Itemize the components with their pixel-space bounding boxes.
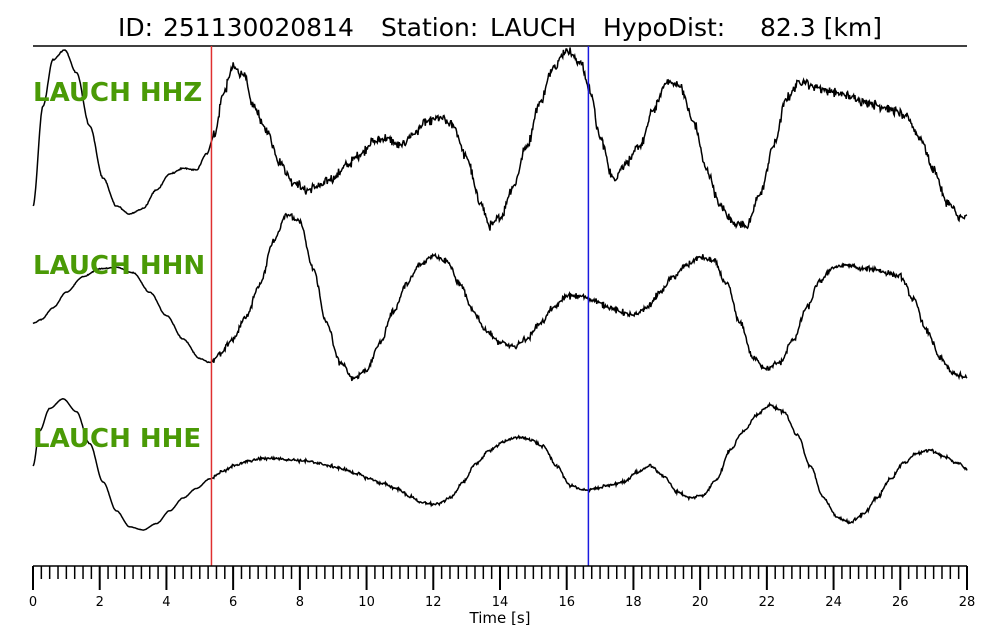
tick-label: 26 xyxy=(892,595,909,610)
title-hypodist-label: HypoDist: xyxy=(603,13,725,42)
tick-label: 16 xyxy=(558,595,575,610)
tick-label: 10 xyxy=(358,595,375,610)
tick-label: 0 xyxy=(29,595,37,610)
tick-label: 6 xyxy=(229,595,237,610)
tick-label: 2 xyxy=(96,595,104,610)
title-station-label: Station: xyxy=(381,13,478,42)
trace-hhe xyxy=(32,398,968,531)
channel-label-hhe: LAUCH HHE xyxy=(33,424,201,454)
title-hypodist-value: 82.3 [km] xyxy=(760,13,882,42)
title-station-value: LAUCH xyxy=(490,13,576,42)
time-axis: 0 2 4 6 8 10 12 14 16 18 20 22 24 26 28 xyxy=(29,565,975,610)
x-axis-label: Time [s] xyxy=(469,609,531,627)
tick-label: 14 xyxy=(492,595,509,610)
channel-label-hhz: LAUCH HHZ xyxy=(33,78,202,108)
tick-label: 24 xyxy=(825,595,842,610)
chart-title: ID: 251130020814 Station: LAUCH HypoDist… xyxy=(118,13,882,42)
tick-label: 4 xyxy=(162,595,170,610)
title-id-value: 251130020814 xyxy=(163,13,354,42)
trace-hhz xyxy=(32,47,968,231)
title-id-label: ID: xyxy=(118,13,153,42)
tick-label: 12 xyxy=(425,595,442,610)
major-ticks: 0 2 4 6 8 10 12 14 16 18 20 22 24 26 28 xyxy=(29,566,975,610)
tick-label: 22 xyxy=(759,595,776,610)
channel-label-hhn: LAUCH HHN xyxy=(33,251,205,281)
tick-label: 18 xyxy=(625,595,642,610)
tick-label: 28 xyxy=(959,595,976,610)
tick-label: 20 xyxy=(692,595,709,610)
trace-hhn xyxy=(32,212,968,382)
tick-label: 8 xyxy=(296,595,304,610)
